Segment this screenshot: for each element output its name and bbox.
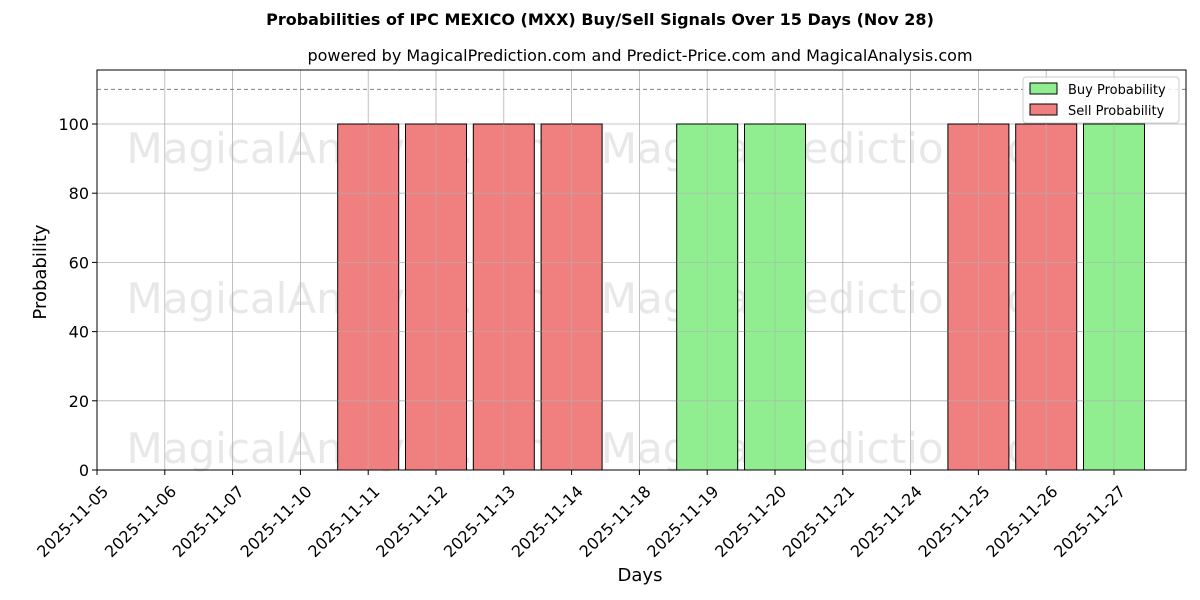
y-tick-label: 0 bbox=[79, 461, 89, 480]
x-tick-label: 2025-11-14 bbox=[508, 482, 587, 561]
x-tick-label: 2025-11-24 bbox=[847, 482, 926, 561]
legend-label: Buy Probability bbox=[1068, 83, 1166, 98]
chart-title: Probabilities of IPC MEXICO (MXX) Buy/Se… bbox=[266, 10, 934, 29]
x-tick-label: 2025-11-21 bbox=[779, 482, 858, 561]
plot-frame bbox=[96, 69, 1187, 471]
legend-swatch-sell bbox=[1029, 103, 1058, 116]
x-tick-label: 2025-11-10 bbox=[237, 482, 316, 561]
x-tick-label: 2025-11-05 bbox=[33, 482, 112, 561]
x-tick-label: 2025-11-26 bbox=[982, 482, 1061, 561]
legend bbox=[1022, 76, 1180, 124]
y-tick-label: 40 bbox=[69, 323, 89, 342]
x-tick-label: 2025-11-27 bbox=[1050, 482, 1129, 561]
y-axis-label: Probability bbox=[30, 224, 51, 319]
legend-label: Sell Probability bbox=[1068, 104, 1165, 119]
x-tick-label: 2025-11-07 bbox=[169, 482, 248, 561]
y-tick-label: 20 bbox=[69, 392, 89, 411]
y-tick-label: 100 bbox=[58, 115, 89, 134]
x-tick-label: 2025-11-13 bbox=[440, 482, 519, 561]
x-tick-label: 2025-11-25 bbox=[915, 482, 994, 561]
x-tick-label: 2025-11-20 bbox=[711, 482, 790, 561]
x-axis-label: Days bbox=[618, 565, 663, 586]
x-tick-label: 2025-11-06 bbox=[101, 482, 180, 561]
x-tick-label: 2025-11-19 bbox=[643, 482, 722, 561]
y-tick-label: 60 bbox=[69, 253, 89, 272]
y-tick-label: 80 bbox=[69, 184, 89, 203]
x-tick-label: 2025-11-12 bbox=[372, 482, 451, 561]
x-tick-label: 2025-11-18 bbox=[576, 482, 655, 561]
x-tick-label: 2025-11-11 bbox=[304, 482, 383, 561]
chart-subtitle: powered by MagicalPrediction.com and Pre… bbox=[307, 46, 973, 65]
legend-swatch-buy bbox=[1029, 82, 1058, 95]
